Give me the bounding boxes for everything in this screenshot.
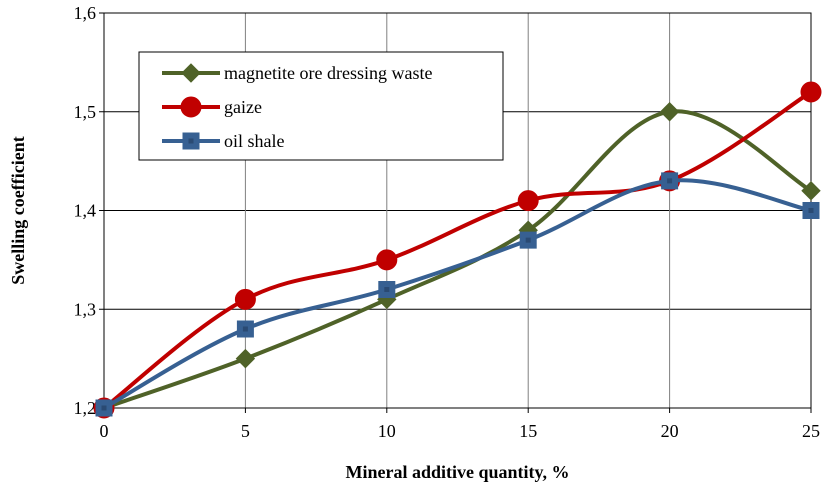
y-tick-label: 1,6 [74, 3, 97, 23]
data-point-center [243, 327, 248, 332]
data-point [377, 250, 397, 270]
data-point [520, 232, 536, 248]
legend-marker-center [189, 139, 194, 144]
series-line [104, 180, 811, 408]
data-point-center [526, 238, 531, 243]
series-2 [96, 173, 819, 416]
data-point [236, 350, 254, 368]
legend-label: gaize [224, 97, 262, 117]
data-point [662, 173, 678, 189]
data-point [379, 282, 395, 298]
x-tick-label: 5 [241, 421, 250, 441]
data-point [96, 400, 112, 416]
legend-label: magnetite ore dressing waste [224, 63, 432, 83]
y-axis-title: Swelling coefficient [8, 136, 28, 284]
x-tick-label: 25 [802, 421, 820, 441]
data-point-center [384, 287, 389, 292]
y-tick-label: 1,5 [74, 102, 97, 122]
y-tick-label: 1,3 [74, 299, 97, 319]
legend-label: oil shale [224, 131, 285, 151]
data-point [803, 203, 819, 219]
x-tick-label: 10 [378, 421, 396, 441]
y-tick-label: 1,2 [74, 398, 97, 418]
data-point [518, 191, 538, 211]
data-point [661, 103, 679, 121]
data-point [235, 289, 255, 309]
legend: magnetite ore dressing waste gaize oil sha… [139, 52, 503, 160]
data-point-center [102, 406, 107, 411]
y-tick-label: 1,4 [74, 201, 97, 221]
legend-marker [181, 97, 201, 117]
x-axis-title: Mineral additive quantity, % [345, 462, 569, 482]
legend-marker [183, 133, 199, 149]
data-point-center [667, 178, 672, 183]
data-point [237, 321, 253, 337]
data-point [801, 82, 821, 102]
data-point-center [809, 208, 814, 213]
x-tick-label: 15 [519, 421, 537, 441]
x-tick-label: 0 [100, 421, 109, 441]
x-tick-label: 20 [661, 421, 679, 441]
